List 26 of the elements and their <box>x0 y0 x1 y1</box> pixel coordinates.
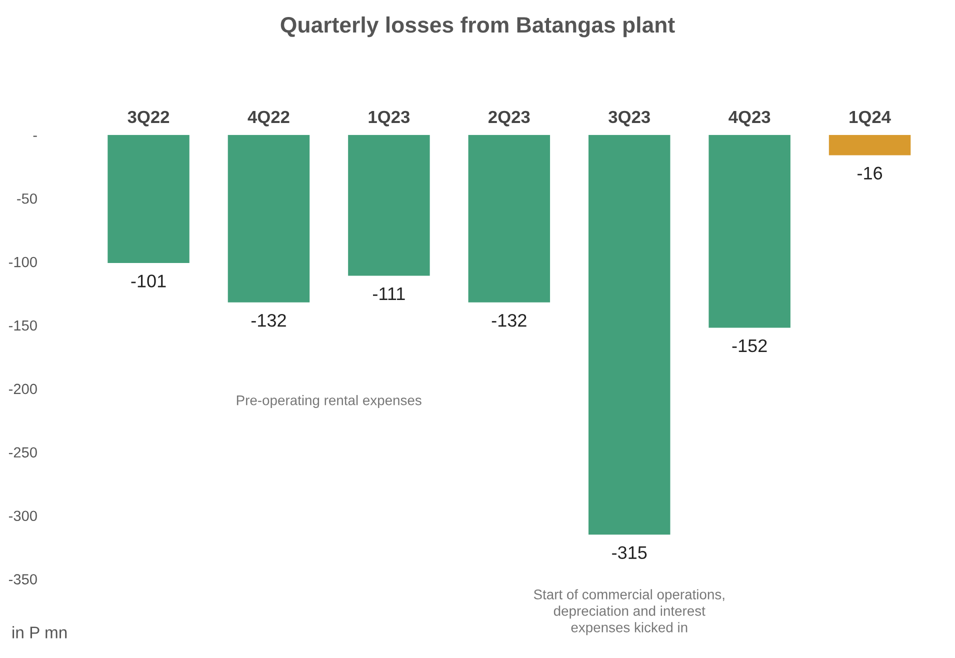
x-tick-label: 3Q22 <box>128 110 170 126</box>
data-label: -111 <box>373 288 405 300</box>
annotation: Pre-operating rental expenses <box>236 395 422 408</box>
y-tick-label: -300 <box>8 510 37 522</box>
x-tick-label: 1Q24 <box>850 110 891 126</box>
y-tick-label: - <box>33 136 37 137</box>
x-tick-label: 1Q23 <box>368 110 410 126</box>
x-tick-label: 4Q22 <box>248 110 290 126</box>
y-tick-label: -150 <box>8 320 37 331</box>
data-label: -101 <box>131 274 166 288</box>
y-tick-label: -350 <box>8 574 37 584</box>
x-tick-label: 2Q23 <box>488 110 530 126</box>
text: Start of commercial operations, depreciation and interest expenses kicked in <box>534 589 724 636</box>
x-tick-label: 3Q23 <box>608 110 650 126</box>
y-axis-title: in P mn <box>12 626 67 638</box>
y-tick-label: -250 <box>8 447 37 458</box>
chart-title: Quarterly losses from Batangas plant <box>280 16 675 38</box>
data-label: -152 <box>732 339 767 352</box>
y-tick-label: -200 <box>8 384 37 394</box>
y-tick-label: -50 <box>17 193 37 204</box>
y-tick-label: -100 <box>8 256 37 268</box>
data-label: -132 <box>492 314 526 327</box>
x-tick-label: 4Q23 <box>728 110 770 126</box>
data-label: -16 <box>858 166 882 180</box>
data-label: -315 <box>612 546 647 559</box>
data-label: -132 <box>251 314 286 327</box>
